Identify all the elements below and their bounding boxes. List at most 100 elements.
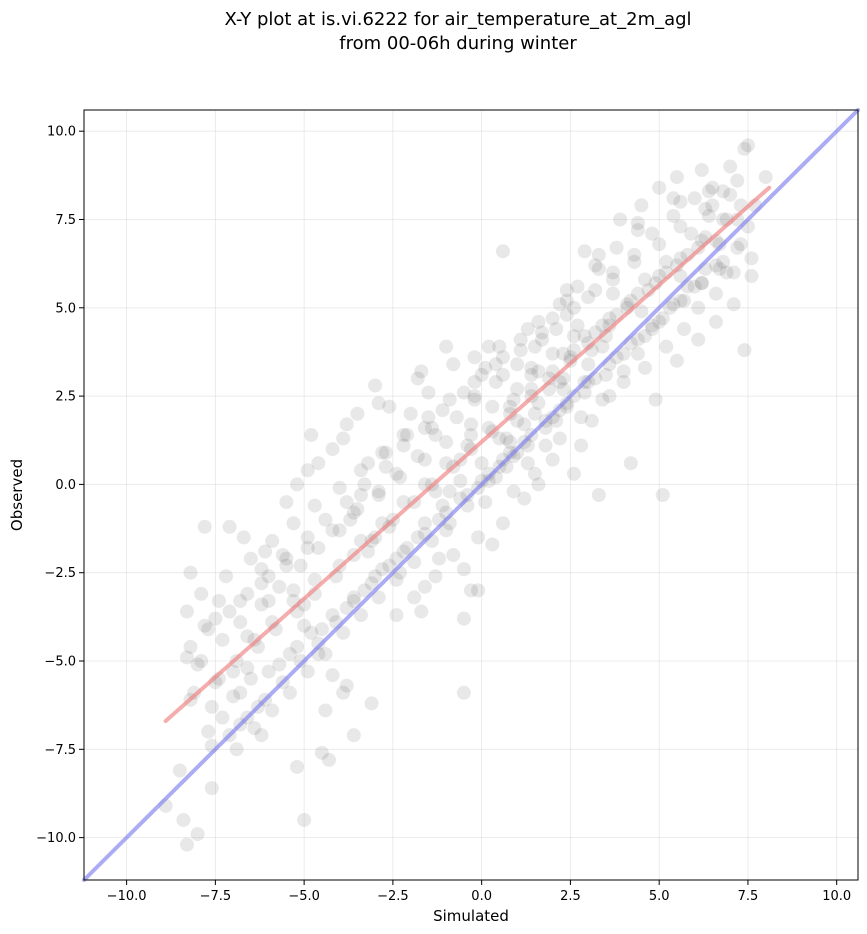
scatter-point xyxy=(226,664,241,679)
scatter-point xyxy=(719,265,734,280)
axis-ticks: −10.0 −7.5 −5.0 −2.5 0.0 2.5 5.0 7.5 10.0 −10.0 −7… xyxy=(36,125,851,904)
scatter-point xyxy=(556,382,571,397)
scatter-point xyxy=(325,608,340,623)
scatter-point xyxy=(467,374,482,389)
scatter-point xyxy=(300,540,315,555)
scatter-point xyxy=(712,261,727,276)
scatter-point xyxy=(467,392,482,407)
scatter-point xyxy=(378,445,393,460)
scatter-point xyxy=(669,258,684,273)
scatter-point xyxy=(464,417,478,432)
scatter-point xyxy=(630,286,645,301)
scatter-point xyxy=(307,498,322,513)
scatter-point xyxy=(439,339,454,354)
scatter-point xyxy=(545,346,560,361)
scatter-point xyxy=(368,569,383,584)
scatter-point xyxy=(435,498,450,513)
scatter-point xyxy=(261,593,276,608)
scatter-point xyxy=(669,353,684,368)
scatter-point xyxy=(527,406,542,421)
y-tick-label: 2.5 xyxy=(55,390,76,405)
scatter-point xyxy=(346,593,361,608)
scatter-point xyxy=(439,456,454,471)
scatter-point xyxy=(666,191,681,206)
scatter-point xyxy=(197,618,212,633)
x-tick-label: 2.5 xyxy=(560,889,581,904)
scatter-point xyxy=(389,608,404,623)
scatter-point xyxy=(737,141,752,156)
scatter-point xyxy=(261,664,276,679)
scatter-point xyxy=(318,512,333,527)
scatter-point xyxy=(286,583,301,598)
scatter-point xyxy=(478,495,493,510)
scatter-point xyxy=(311,456,326,471)
scatter-point xyxy=(506,392,521,407)
scatter-point xyxy=(407,555,422,570)
scatter-point xyxy=(254,562,269,577)
scatter-point xyxy=(549,413,564,428)
scatter-point xyxy=(627,247,642,262)
scatter-point xyxy=(211,593,226,608)
scatter-point xyxy=(375,562,390,577)
scatter-point xyxy=(488,374,503,389)
scatter-point xyxy=(265,703,280,718)
scatter-point xyxy=(179,604,194,619)
scatter-point xyxy=(616,364,631,379)
scatter-point xyxy=(336,625,351,640)
scatter-point xyxy=(279,551,294,566)
scatter-point xyxy=(485,399,500,414)
scatter-point xyxy=(698,201,713,216)
scatter-point xyxy=(648,392,663,407)
scatter-point xyxy=(513,343,528,358)
fit-line xyxy=(163,185,772,724)
scatter-point xyxy=(400,540,415,555)
scatter-point xyxy=(591,247,606,262)
scatter-point xyxy=(517,417,532,432)
scatter-point xyxy=(708,286,723,301)
one-to-one-line xyxy=(82,108,860,882)
scatter-point xyxy=(403,406,418,421)
scatter-point xyxy=(559,293,574,308)
scatter-point xyxy=(389,466,404,481)
scatter-point xyxy=(495,367,510,382)
scatter-point xyxy=(566,300,581,315)
x-tick-label: −5.0 xyxy=(288,889,320,904)
scatter-point xyxy=(304,427,319,442)
scatter-point xyxy=(545,452,560,467)
scatter-point xyxy=(659,254,674,269)
scatter-point xyxy=(549,321,564,336)
scatter-point xyxy=(318,646,333,661)
scatter-point xyxy=(314,745,329,760)
scatter-point xyxy=(346,590,361,605)
scatter-point xyxy=(371,396,386,411)
reference-lines xyxy=(82,108,860,882)
scatter-point xyxy=(538,438,553,453)
scatter-point xyxy=(652,237,667,252)
scatter-point xyxy=(279,558,294,573)
scatter-point xyxy=(744,269,759,284)
scatter-point xyxy=(574,438,589,453)
scatter-point xyxy=(254,728,269,743)
scatter-point xyxy=(606,286,621,301)
scatter-point xyxy=(236,530,251,545)
scatter-point xyxy=(503,435,518,450)
y-tick-label: 0.0 xyxy=(55,478,76,493)
scatter-point xyxy=(371,590,386,605)
scatter-point xyxy=(655,488,670,502)
scatter-point xyxy=(492,339,507,354)
scatter-point xyxy=(417,452,432,467)
y-tick-label: 5.0 xyxy=(55,301,76,316)
scatter-point xyxy=(364,696,379,711)
scatter-point xyxy=(204,781,219,796)
scatter-point xyxy=(215,710,230,725)
scatter-point xyxy=(627,254,642,269)
scatter-point xyxy=(226,689,241,704)
scatter-point xyxy=(222,519,237,534)
scatter-point xyxy=(740,138,755,153)
y-tick-label: −5.0 xyxy=(44,655,76,670)
scatter-point xyxy=(215,632,230,647)
scatter-point xyxy=(595,318,610,333)
scatter-point xyxy=(421,410,436,425)
scatter-point xyxy=(559,307,574,322)
